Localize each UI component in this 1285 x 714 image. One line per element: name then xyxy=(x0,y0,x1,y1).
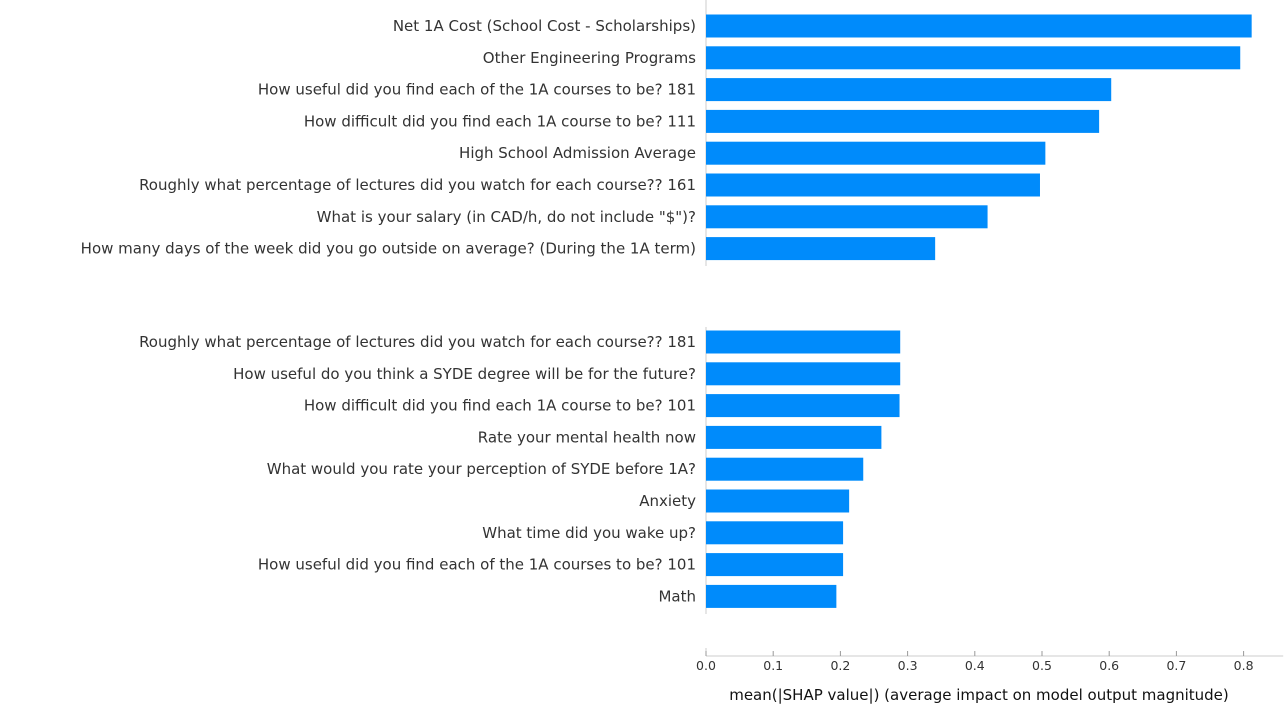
feature-label: Net 1A Cost (School Cost - Scholarships) xyxy=(393,17,696,35)
feature-label: Rate your mental health now xyxy=(478,428,696,446)
bar xyxy=(706,237,936,261)
feature-label: Roughly what percentage of lectures did … xyxy=(139,333,696,351)
feature-label: How difficult did you find each 1A cours… xyxy=(304,112,696,130)
bar xyxy=(706,394,900,418)
x-axis: 0.0 0.1 0.2 0.3 0.4 0.5 0.6 0.7 0.8 xyxy=(696,648,1284,673)
x-tick-label: 0.4 xyxy=(965,658,985,673)
bar xyxy=(706,109,1100,133)
feature-label: What time did you wake up? xyxy=(482,524,696,542)
x-tick-label: 0.0 xyxy=(696,658,716,673)
x-tick-label: 0.6 xyxy=(1099,658,1119,673)
x-tick-label: 0.1 xyxy=(763,658,783,673)
bar xyxy=(706,173,1040,197)
bars-layer xyxy=(705,0,1252,614)
feature-label: How useful did you find each of the 1A c… xyxy=(258,81,696,99)
feature-label: How difficult did you find each 1A cours… xyxy=(304,397,696,415)
x-tick-label: 0.5 xyxy=(1032,658,1052,673)
bar xyxy=(706,362,901,386)
feature-label: Roughly what percentage of lectures did … xyxy=(139,176,696,194)
x-tick-label: 0.3 xyxy=(898,658,918,673)
bar xyxy=(706,584,837,608)
feature-label: How useful do you think a SYDE degree wi… xyxy=(233,365,696,383)
x-tick-label: 0.8 xyxy=(1234,658,1254,673)
bar xyxy=(706,553,844,577)
x-tick-label: 0.7 xyxy=(1166,658,1186,673)
bar xyxy=(706,489,850,513)
bar xyxy=(706,330,901,354)
bar xyxy=(706,457,864,481)
feature-labels: Net 1A Cost (School Cost - Scholarships)… xyxy=(81,17,697,605)
feature-label: What is your salary (in CAD/h, do not in… xyxy=(317,208,696,226)
bar xyxy=(706,141,1046,165)
bar xyxy=(706,425,882,449)
bar xyxy=(706,46,1241,70)
bar xyxy=(706,521,844,545)
bar xyxy=(706,78,1112,102)
x-axis-title: mean(|SHAP value|) (average impact on mo… xyxy=(729,686,1229,704)
x-tick-label: 0.2 xyxy=(830,658,850,673)
bar xyxy=(706,205,988,229)
feature-label: How useful did you find each of the 1A c… xyxy=(258,556,696,574)
feature-label: How many days of the week did you go out… xyxy=(81,240,696,258)
feature-label: Other Engineering Programs xyxy=(483,49,696,67)
feature-label: Anxiety xyxy=(639,492,696,510)
feature-label: High School Admission Average xyxy=(459,144,696,162)
bar xyxy=(706,14,1252,38)
feature-label: Math xyxy=(658,587,696,605)
feature-label: What would you rate your perception of S… xyxy=(267,460,696,478)
